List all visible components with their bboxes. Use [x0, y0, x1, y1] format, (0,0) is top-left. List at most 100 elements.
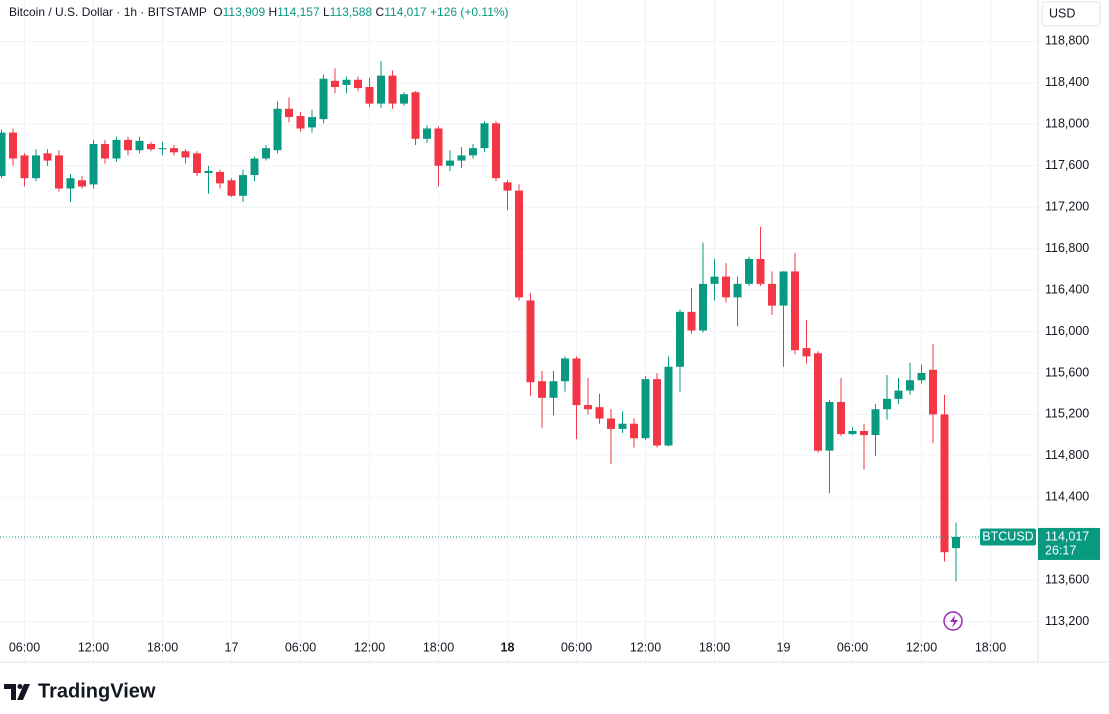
- candle-body: [354, 79, 362, 89]
- candle-body: [561, 358, 569, 382]
- x-tick-label: 19: [777, 640, 791, 654]
- x-tick-label: 18:00: [147, 640, 178, 654]
- o-label: O: [213, 5, 223, 19]
- candle-body: [101, 144, 109, 159]
- y-tick-label: 118,400: [1045, 75, 1089, 89]
- candle-body: [423, 128, 431, 139]
- change: +126 (+0.11%): [430, 5, 509, 19]
- candle-body: [216, 171, 224, 184]
- header: Bitcoin / U.S. Dollar · 1h · BITSTAMP O1…: [9, 5, 509, 19]
- brand: TradingView: [38, 680, 156, 702]
- y-tick-label: 116,800: [1045, 241, 1089, 255]
- candle-body: [584, 405, 592, 410]
- candle-body: [710, 276, 719, 284]
- candle-body: [906, 380, 914, 391]
- countdown: 26:17: [1045, 543, 1076, 557]
- candle-body: [43, 153, 52, 161]
- h-value: 114,157: [277, 5, 320, 19]
- brand-logo: [4, 684, 30, 700]
- candle-body: [66, 178, 75, 189]
- assistant-icon[interactable]: [943, 611, 963, 631]
- last-price-label: 114,017: [1045, 529, 1089, 543]
- candle-body: [331, 80, 339, 88]
- candle-body: [89, 144, 98, 185]
- candle-body: [239, 175, 247, 196]
- candle-body: [779, 271, 788, 306]
- candle-body: [319, 78, 328, 120]
- candle-body: [492, 123, 500, 179]
- symbol: Bitcoin / U.S. Dollar · 1h · BITSTAMP: [9, 5, 207, 19]
- l-label: L: [322, 5, 330, 19]
- candle-body: [572, 358, 581, 406]
- x-tick-label: 06:00: [285, 640, 316, 654]
- candle-body: [825, 401, 834, 451]
- candle-body: [147, 144, 155, 150]
- y-tick-label: 118,800: [1045, 34, 1089, 48]
- currency-box[interactable]: [1041, 1, 1101, 27]
- candle-body: [308, 117, 316, 128]
- symbol-tag-label: BTCUSD: [982, 529, 1033, 543]
- candle-body: [848, 430, 857, 435]
- candle-body: [342, 79, 351, 85]
- candle-body: [676, 311, 684, 367]
- candle-body: [733, 283, 742, 298]
- candle-body: [940, 414, 949, 553]
- candle-body: [388, 75, 397, 104]
- l-value: 113,588: [329, 5, 373, 19]
- candle-body: [204, 170, 213, 174]
- candle-body: [170, 148, 178, 153]
- candle-body: [860, 430, 868, 436]
- candle-body: [0, 132, 6, 177]
- y-tick-label: 113,200: [1045, 614, 1089, 628]
- candle-body: [837, 401, 845, 435]
- y-tick-label: 114,400: [1045, 490, 1089, 504]
- y-tick-label: 115,200: [1045, 407, 1089, 421]
- candle-body: [526, 300, 535, 383]
- x-tick-label: 12:00: [630, 640, 661, 654]
- candle-body: [469, 148, 477, 156]
- candle-body: [894, 390, 903, 399]
- candle-body: [664, 366, 673, 446]
- y-tick-label: 115,600: [1045, 365, 1089, 379]
- candle-body: [618, 423, 627, 429]
- candle-body: [595, 407, 604, 419]
- candle-body: [871, 409, 880, 436]
- candle-body: [802, 348, 811, 357]
- candle-body: [377, 75, 385, 104]
- candle-body: [20, 155, 29, 179]
- candle-body: [687, 311, 696, 331]
- candle-body: [55, 155, 63, 189]
- x-tick-label: 17: [225, 640, 239, 654]
- x-tick-label: 12:00: [906, 640, 937, 654]
- candle-body: [411, 92, 420, 139]
- x-tick-label: 18:00: [975, 640, 1006, 654]
- candle-body: [158, 148, 167, 150]
- candle-body: [250, 158, 259, 176]
- y-tick-label: 113,600: [1045, 572, 1089, 586]
- candle-body: [653, 379, 661, 446]
- candle-body: [503, 182, 512, 191]
- candle-body: [32, 155, 40, 179]
- currency[interactable]: USD: [1049, 6, 1075, 20]
- candle-body: [446, 160, 454, 166]
- candle-body: [699, 283, 707, 331]
- candle-body: [814, 353, 822, 451]
- candle-body: [917, 372, 926, 381]
- x-tick-label: 06:00: [9, 640, 40, 654]
- candle-body: [745, 258, 753, 284]
- y-tick-label: 117,200: [1045, 199, 1089, 213]
- candle-body: [515, 190, 523, 298]
- candle-body: [124, 139, 132, 151]
- candle-body: [296, 116, 305, 129]
- candle-body: [135, 140, 144, 151]
- candle-body: [273, 108, 282, 151]
- candle-body: [9, 132, 17, 159]
- candle-body: [722, 276, 730, 298]
- candle-body: [756, 258, 765, 284]
- candle-body: [365, 87, 374, 104]
- candle-body: [480, 123, 489, 149]
- o-value: 113,909: [222, 5, 266, 19]
- candle-body: [630, 423, 638, 439]
- y-tick-label: 116,400: [1045, 282, 1089, 296]
